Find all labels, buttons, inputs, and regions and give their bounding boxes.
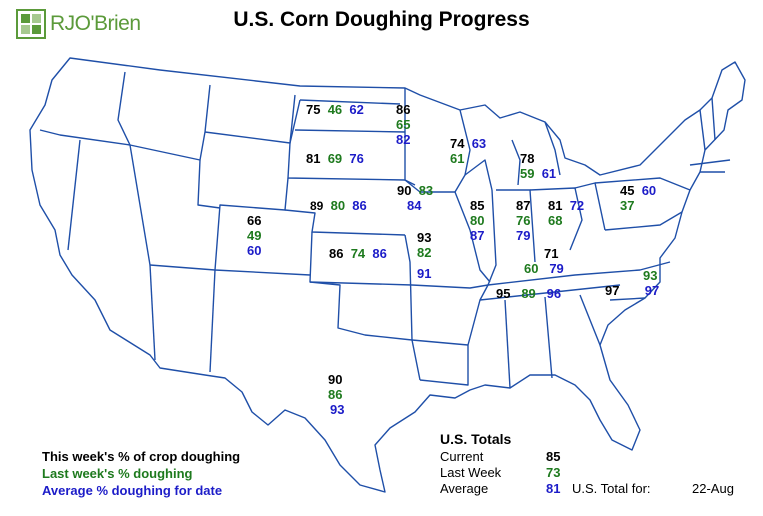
- average-value: 63: [471, 136, 487, 151]
- state-kansas: 86 74 86: [329, 246, 387, 261]
- average-value: 60: [641, 183, 657, 198]
- state-nebraska: 89 80 86: [310, 198, 367, 214]
- state-wisconsin: 74 63 61: [450, 136, 486, 166]
- last-week-value: 69: [327, 151, 343, 166]
- average-value: 72: [569, 198, 585, 213]
- state-north-dakota: 75 46 62: [306, 102, 364, 117]
- totals-current-value: 85: [546, 449, 561, 464]
- state-kentucky: 71 60 79: [524, 246, 564, 276]
- state-tennessee: 95 89 96: [496, 286, 561, 301]
- average-value: 61: [541, 166, 557, 181]
- state-texas: 90 86 93: [328, 372, 344, 417]
- totals-date: 22-Aug: [692, 481, 734, 496]
- totals-total-for-label: U.S. Total for:: [572, 481, 651, 496]
- this-week-value: 89: [310, 199, 324, 213]
- average-value: 82: [396, 132, 411, 147]
- state-north-carolina: 93 97 97: [605, 268, 659, 298]
- average-value: 60: [247, 243, 262, 258]
- this-week-value: 87: [516, 198, 531, 213]
- state-michigan: 78 59 61: [520, 151, 556, 181]
- this-week-value: 90: [397, 183, 412, 198]
- average-value: 79: [516, 228, 531, 243]
- legend-this-week: This week's % of crop doughing: [42, 449, 241, 464]
- average-value: 97: [644, 283, 660, 298]
- last-week-value: 80: [470, 213, 485, 228]
- rjobrien-logo: RJO'Brien: [16, 8, 141, 40]
- last-week-value: 93: [643, 268, 658, 283]
- this-week-value: 86: [396, 102, 411, 117]
- logo-text: RJO'Brien: [50, 12, 141, 35]
- last-week-value: 65: [396, 117, 411, 132]
- this-week-value: 75: [306, 102, 321, 117]
- state-iowa: 90 83 84: [397, 183, 433, 213]
- state-minnesota: 86 65 82: [396, 102, 410, 147]
- last-week-value: 74: [350, 246, 366, 261]
- state-colorado: 66 49 60: [247, 213, 261, 258]
- us-outline: [29, 57, 746, 493]
- totals-title: U.S. Totals: [440, 431, 512, 447]
- average-value: 87: [470, 228, 485, 243]
- totals-last-week-label: Last Week: [440, 465, 502, 480]
- this-week-value: 66: [247, 213, 262, 228]
- this-week-value: 85: [470, 198, 485, 213]
- last-week-value: 46: [327, 102, 343, 117]
- last-week-value: 83: [418, 183, 434, 198]
- this-week-value: 81: [548, 198, 563, 213]
- this-week-value: 74: [450, 136, 465, 151]
- average-value: 62: [349, 102, 364, 117]
- last-week-value: 86: [328, 387, 343, 402]
- last-week-value: 80: [330, 198, 346, 213]
- average-value: 86: [372, 246, 387, 261]
- average-value: 86: [352, 198, 367, 213]
- state-illinois: 85 80 87: [470, 198, 484, 243]
- average-value: 79: [549, 261, 564, 276]
- this-week-value: 90: [328, 372, 343, 387]
- last-week-value: 61: [450, 151, 465, 166]
- average-value: 93: [330, 402, 345, 417]
- last-week-value: 37: [620, 198, 635, 213]
- last-week-value: 59: [520, 166, 535, 181]
- last-week-value: 68: [548, 213, 563, 228]
- state-south-dakota: 81 69 76: [306, 151, 364, 166]
- average-value: 84: [407, 198, 422, 213]
- state-indiana: 87 76 79: [516, 198, 530, 243]
- last-week-value: 76: [516, 213, 531, 228]
- last-week-value: 82: [417, 245, 432, 260]
- average-value: 76: [349, 151, 364, 166]
- state-missouri: 93 82 91: [417, 230, 431, 281]
- this-week-value: 45: [620, 183, 635, 198]
- this-week-value: 97: [605, 283, 620, 298]
- legend-average: Average % doughing for date: [42, 483, 223, 498]
- state-pennsylvania: 45 60 37: [620, 183, 656, 213]
- legend: This week's % of crop doughing Last week…: [42, 448, 240, 499]
- page-title: U.S. Corn Doughing Progress: [233, 8, 530, 31]
- last-week-value: 60: [524, 261, 539, 276]
- totals-average-label: Average: [440, 481, 489, 496]
- totals-last-week-value: 73: [546, 465, 561, 480]
- last-week-value: 89: [521, 286, 536, 301]
- logo-mark-icon: [16, 9, 46, 39]
- this-week-value: 95: [496, 286, 511, 301]
- this-week-value: 71: [544, 246, 559, 261]
- last-week-value: 49: [247, 228, 262, 243]
- this-week-value: 86: [329, 246, 344, 261]
- this-week-value: 93: [417, 230, 432, 245]
- this-week-value: 78: [520, 151, 535, 166]
- state-ohio: 81 72 68: [548, 198, 584, 228]
- legend-last-week: Last week's % doughing: [42, 466, 193, 481]
- average-value: 91: [417, 266, 432, 281]
- totals-average-value: 81: [546, 481, 561, 496]
- average-value: 96: [546, 286, 562, 301]
- this-week-value: 81: [306, 151, 321, 166]
- totals-current-label: Current: [440, 449, 484, 464]
